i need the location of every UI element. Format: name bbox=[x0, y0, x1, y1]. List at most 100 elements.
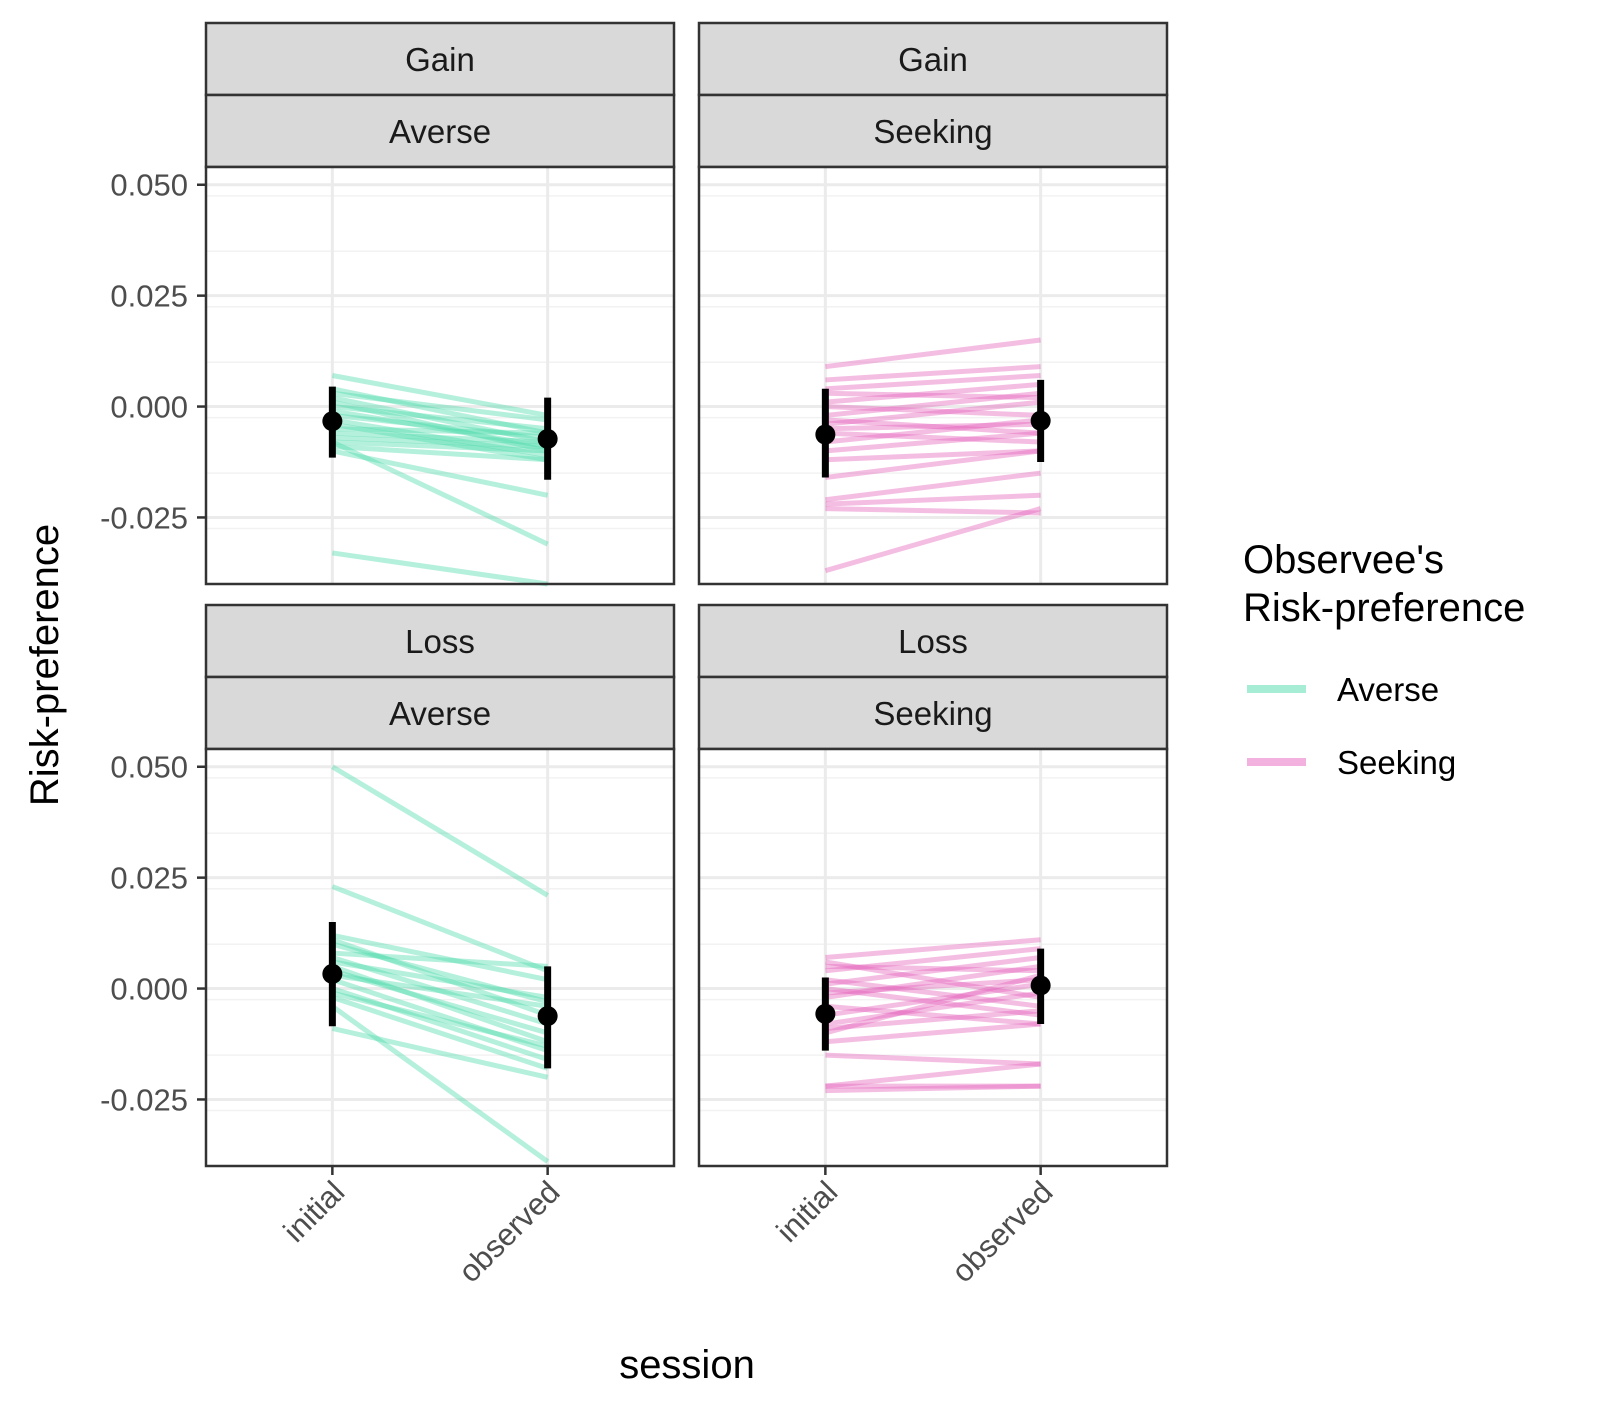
subject-line bbox=[332, 950, 548, 969]
subject-line bbox=[825, 417, 1041, 445]
legend-title-line-1: Observee's bbox=[1243, 538, 1444, 582]
subject-line bbox=[825, 448, 1041, 481]
subject-line bbox=[331, 937, 549, 1018]
strip-bottom-label: Averse bbox=[389, 113, 491, 150]
subject-line bbox=[331, 399, 549, 454]
mean-point-initial bbox=[815, 1003, 836, 1024]
subject-line bbox=[825, 337, 1041, 370]
panel-3: Loss Averse 0.050 0.025 0.000 -0.025 initial ob… bbox=[100, 603, 676, 1289]
subject-line bbox=[331, 941, 549, 1005]
mean-point-observed bbox=[1030, 410, 1051, 431]
subject-line bbox=[824, 506, 1042, 574]
subject-line bbox=[331, 990, 549, 1049]
subject-line bbox=[825, 470, 1041, 503]
subject-line bbox=[824, 959, 1042, 1000]
panel-border bbox=[204, 747, 676, 1168]
subject-line bbox=[332, 412, 548, 441]
subject-line bbox=[332, 439, 548, 454]
subject-line bbox=[331, 408, 549, 449]
strip-top-label: Loss bbox=[405, 623, 475, 660]
subject-line bbox=[331, 986, 549, 1062]
panel-2: Gain Seeking bbox=[697, 21, 1169, 586]
y-tick-label: 0.050 bbox=[110, 750, 188, 785]
subject-line bbox=[332, 430, 548, 445]
subject-line bbox=[330, 1004, 550, 1164]
subject-line bbox=[824, 972, 1042, 1036]
strip-top-box bbox=[204, 21, 676, 97]
mean-point-initial bbox=[815, 424, 836, 445]
strip-bottom-box bbox=[697, 675, 1169, 751]
panel-background bbox=[699, 167, 1167, 584]
subject-line bbox=[332, 390, 548, 423]
mean-point-initial bbox=[322, 963, 343, 984]
subject-line bbox=[825, 448, 1041, 463]
subject-line bbox=[332, 550, 548, 587]
strip-top-label: Gain bbox=[405, 41, 475, 78]
subject-line bbox=[331, 964, 549, 1045]
subject-line bbox=[331, 995, 549, 1071]
subject-line bbox=[825, 1008, 1041, 1031]
subject-line bbox=[825, 421, 1041, 432]
subject-line bbox=[825, 1061, 1041, 1089]
subject-line bbox=[332, 435, 548, 449]
subject-line bbox=[825, 977, 1041, 1009]
subject-line bbox=[825, 430, 1041, 454]
panel-background bbox=[699, 749, 1167, 1166]
subject-line bbox=[332, 972, 548, 1009]
subject-line bbox=[825, 977, 1041, 996]
x-tick-label-observed: observed bbox=[452, 1174, 567, 1289]
subject-line bbox=[825, 506, 1041, 516]
subject-line bbox=[332, 404, 548, 432]
panel-1: Gain Averse 0.050 0.025 0.000 -0.025 bbox=[100, 21, 676, 587]
panel-4: Loss Seeking initial observed bbox=[697, 603, 1169, 1289]
subject-line bbox=[825, 955, 1041, 987]
panel-background bbox=[206, 749, 674, 1166]
panel-background bbox=[206, 167, 674, 584]
subject-line bbox=[331, 448, 549, 498]
subject-line bbox=[825, 430, 1041, 445]
y-tick-label: 0.050 bbox=[110, 168, 188, 203]
mean-point-initial bbox=[322, 411, 343, 432]
subject-line bbox=[825, 390, 1041, 401]
y-axis-title: Risk-preference bbox=[23, 524, 67, 806]
panels-layer: Gain Averse 0.050 0.025 0.000 -0.025 Gain Seeki… bbox=[100, 21, 1169, 1289]
subject-line bbox=[825, 381, 1041, 405]
subject-line bbox=[331, 932, 549, 983]
subject-line bbox=[331, 977, 549, 1054]
legend-label-seeking: Seeking bbox=[1337, 744, 1456, 781]
subject-line bbox=[825, 937, 1041, 960]
y-tick-label: 0.000 bbox=[110, 390, 188, 425]
subject-line bbox=[825, 1083, 1041, 1094]
y-tick-label: -0.025 bbox=[100, 500, 188, 535]
subject-line bbox=[331, 395, 549, 445]
subject-line bbox=[331, 421, 549, 463]
subject-line bbox=[825, 963, 1041, 1000]
mean-point-observed bbox=[537, 428, 558, 449]
subject-line bbox=[331, 373, 549, 418]
subject-line bbox=[332, 443, 548, 463]
x-axis-title: session bbox=[619, 1343, 755, 1387]
subject-line bbox=[331, 439, 549, 547]
strip-bottom-label: Seeking bbox=[873, 113, 992, 150]
subject-line bbox=[825, 963, 1041, 974]
subject-line bbox=[331, 417, 549, 458]
subject-line bbox=[825, 1052, 1041, 1067]
subject-line bbox=[825, 399, 1041, 427]
subject-line bbox=[331, 959, 549, 1000]
subject-line bbox=[825, 373, 1041, 392]
panel-border bbox=[697, 747, 1169, 1168]
panel-border bbox=[204, 165, 676, 586]
strip-bottom-box bbox=[697, 93, 1169, 169]
strip-top-label: Gain bbox=[898, 41, 968, 78]
subject-line bbox=[331, 386, 549, 436]
subject-line bbox=[825, 404, 1041, 418]
legend: Observee's Risk-preference Averse Seekin… bbox=[1243, 538, 1525, 781]
y-tick-label: -0.025 bbox=[100, 1082, 188, 1117]
subject-line bbox=[825, 990, 1041, 1027]
subject-line bbox=[825, 1003, 1041, 1027]
subject-line bbox=[331, 955, 549, 1027]
subject-line bbox=[825, 492, 1041, 507]
subject-line bbox=[331, 764, 549, 898]
